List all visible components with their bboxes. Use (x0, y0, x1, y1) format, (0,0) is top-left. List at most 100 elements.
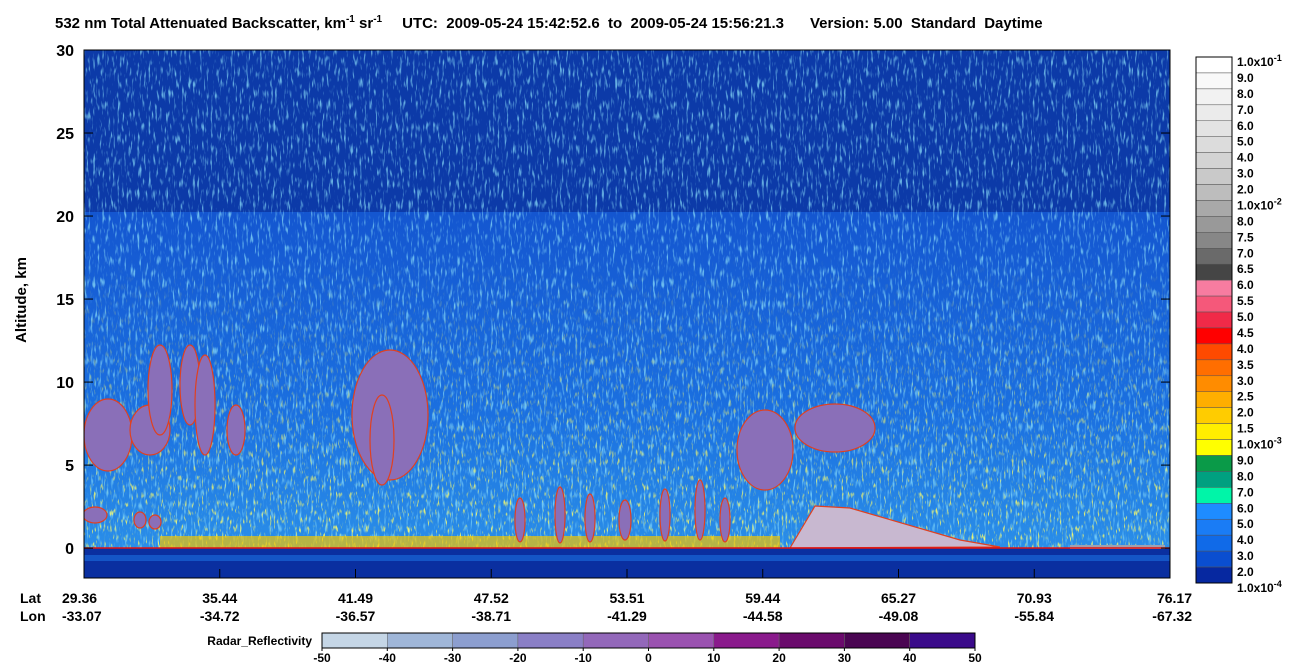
colorbar-bin (1195, 295, 1233, 313)
y-axis-label: Altitude, km (13, 257, 30, 343)
title-unit: sr (355, 15, 374, 32)
x-tick-label: 35.44 (202, 590, 237, 606)
colorbar-label: 2.0 (1237, 406, 1254, 420)
x-row-name: Lon (20, 608, 46, 624)
colorbar-bin (1195, 136, 1233, 153)
colorbar-bin (1195, 168, 1233, 185)
colorbar-label: 2.5 (1237, 390, 1254, 404)
colorbar-label: 4.0 (1237, 151, 1254, 165)
colorbar-bin (1195, 375, 1233, 392)
colorbar-bin (1195, 518, 1233, 536)
colorbar-label: 7.0 (1237, 103, 1254, 117)
colorbar-label: 6.0 (1237, 501, 1254, 515)
radar-tick-label: -40 (379, 651, 397, 665)
colorbar-label: 2.0 (1237, 183, 1254, 197)
colorbar-label-exp: -2 (1274, 196, 1282, 206)
colorbar-label: 3.5 (1237, 358, 1254, 372)
colorbar-label: 9.0 (1237, 71, 1254, 85)
x-tick-label: 29.36 (62, 590, 97, 606)
colorbar-bin (1195, 152, 1233, 169)
colorbar-label: 1.5 (1237, 422, 1254, 436)
x-tick-label: -33.07 (62, 608, 102, 624)
y-tick-label: 15 (56, 292, 74, 309)
curtain-image (84, 50, 1170, 578)
colorbar-bin (1195, 391, 1233, 408)
colorbar-label: 7.0 (1237, 246, 1254, 260)
colorbar-bin (1195, 56, 1233, 74)
boundary-layer (160, 536, 780, 548)
cloud (659, 488, 671, 542)
radar-colorbar-bin (844, 632, 910, 649)
x-tick-label: -49.08 (879, 608, 919, 624)
colorbar-bin (1195, 343, 1233, 361)
x-tick-label: 76.17 (1157, 590, 1192, 606)
stratus (788, 505, 1001, 549)
colorbar-bin (1195, 216, 1233, 233)
radar-tick-label: -20 (509, 651, 527, 665)
cloud (736, 409, 794, 491)
colorbar-bin (1195, 503, 1233, 520)
radar-colorbar-bin (517, 632, 584, 649)
colorbar-bin (1195, 311, 1233, 329)
x-tick-label: -41.29 (607, 608, 647, 624)
noise-yellow (84, 250, 1170, 548)
radar-colorbar-bin (778, 632, 845, 649)
colorbar-label: 5.5 (1237, 294, 1254, 308)
colorbar-label: 4.0 (1237, 342, 1254, 356)
radar-colorbar-bin (452, 632, 519, 649)
colorbar-bin (1195, 104, 1233, 122)
cloud (148, 514, 162, 530)
colorbar-bin (1195, 248, 1233, 265)
x-tick-label: -36.57 (336, 608, 376, 624)
x-tick-label: -67.32 (1152, 608, 1192, 624)
cloud (194, 354, 216, 456)
colorbar-label-exp: -3 (1274, 436, 1282, 446)
radar-colorbar-bin (582, 632, 649, 649)
x-tick-label: -38.71 (471, 608, 511, 624)
colorbar-bin (1195, 455, 1233, 472)
cloud (618, 499, 632, 541)
colorbar-bin (1195, 439, 1233, 456)
colorbar-label: 4.0 (1237, 533, 1254, 547)
colorbar-bin (1195, 471, 1233, 488)
cloud (794, 403, 876, 453)
colorbar-bin (1195, 327, 1233, 345)
colorbar-label: 3.0 (1237, 374, 1254, 388)
radar-tick-label: -50 (313, 651, 331, 665)
cloud (554, 486, 566, 544)
radar-tick-label: 10 (707, 651, 721, 665)
colorbar-bin (1195, 423, 1233, 440)
cloud (514, 497, 526, 543)
x-tick-label: -34.72 (200, 608, 240, 624)
x-row-name: Lat (20, 590, 41, 606)
radar-tick-label: 50 (968, 651, 982, 665)
y-tick-label: 20 (56, 209, 74, 226)
colorbar-label: 5.0 (1237, 310, 1254, 324)
radar-tick-label: 40 (903, 651, 917, 665)
x-tick-label: -55.84 (1014, 608, 1054, 624)
radar-colorbar-bin (713, 632, 780, 649)
colorbar-label: 1.0x10-1 (1237, 53, 1282, 69)
colorbar-bin (1195, 72, 1233, 90)
colorbar-label: 4.5 (1237, 326, 1254, 340)
y-tick-label: 25 (56, 126, 74, 143)
colorbar-bin (1195, 487, 1233, 504)
cloud (369, 394, 395, 486)
colorbar-label: 8.0 (1237, 469, 1254, 483)
colorbar-bin (1195, 359, 1233, 377)
cloud (584, 493, 596, 543)
radar-colorbar-bin (909, 632, 976, 649)
colorbar-bin (1195, 279, 1233, 297)
cloud (719, 497, 731, 543)
subsurface-band (84, 555, 1170, 561)
colorbar-bin (1195, 534, 1233, 552)
radar-tick-label: 30 (838, 651, 852, 665)
colorbar-bin (1195, 88, 1233, 106)
colorbar-bin (1195, 120, 1233, 137)
colorbar-label: 2.0 (1237, 565, 1254, 579)
x-tick-label: 53.51 (609, 590, 644, 606)
colorbar-label: 7.5 (1237, 230, 1254, 244)
colorbar-label-base: 1.0x10 (1237, 55, 1274, 69)
colorbar-label: 5.0 (1237, 135, 1254, 149)
colorbar-label: 5.0 (1237, 517, 1254, 531)
